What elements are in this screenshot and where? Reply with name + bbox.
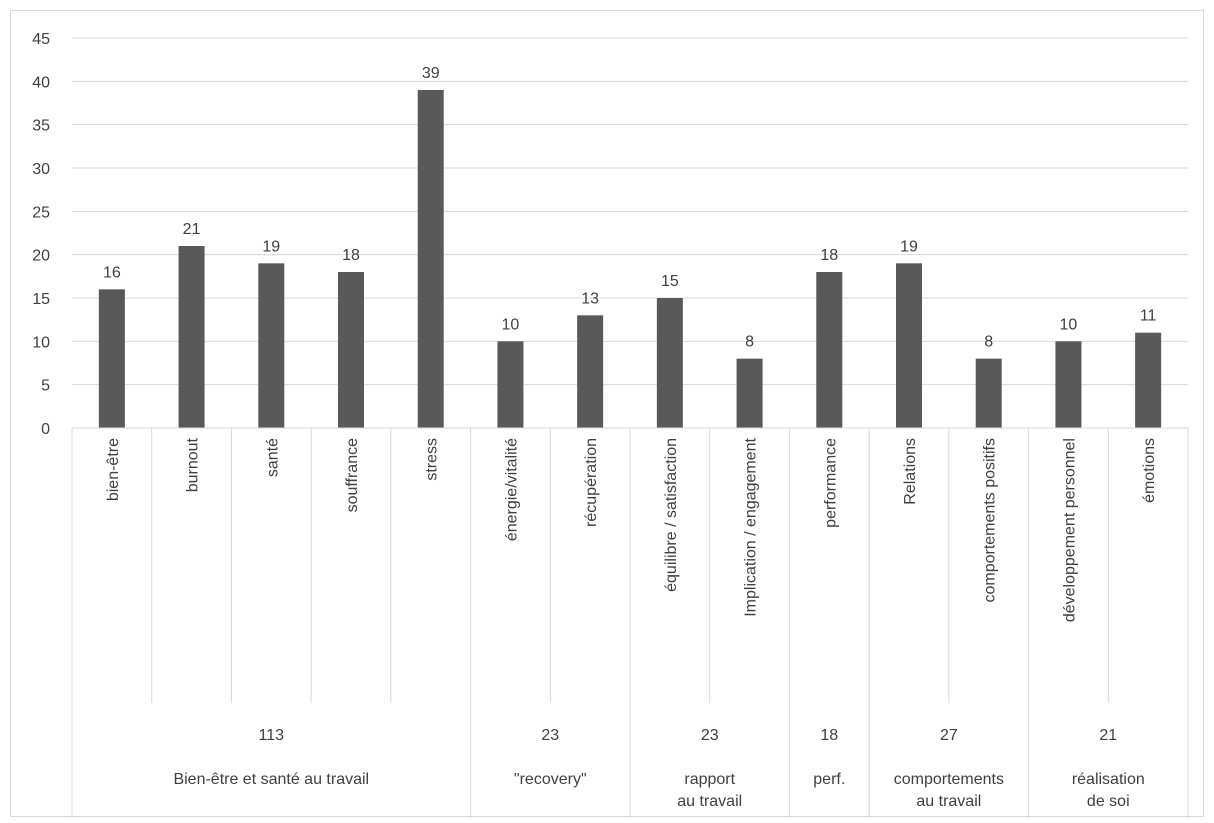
bar xyxy=(577,315,604,428)
group-total: 23 xyxy=(701,727,719,744)
data-label: 8 xyxy=(984,334,993,351)
bar xyxy=(258,263,285,428)
group-label: de soi xyxy=(1087,793,1130,810)
category-label: souffrance xyxy=(344,438,361,513)
category-label: récupération xyxy=(583,438,600,527)
y-tick-label: 5 xyxy=(41,378,50,395)
group-label: perf. xyxy=(813,771,845,788)
category-label: énergie/vitalité xyxy=(503,438,520,541)
bar xyxy=(975,358,1002,428)
data-label: 10 xyxy=(1060,316,1078,333)
data-label: 11 xyxy=(1140,308,1157,325)
category-label: performance xyxy=(822,438,839,528)
y-tick-label: 25 xyxy=(32,204,50,221)
bar xyxy=(1135,332,1162,428)
bar xyxy=(497,341,524,428)
y-tick-label: 40 xyxy=(32,74,50,91)
bar xyxy=(1055,341,1082,428)
y-tick-label: 0 xyxy=(41,421,50,438)
category-label: burnout xyxy=(185,437,202,492)
y-tick-label: 20 xyxy=(32,248,50,265)
category-label: équilibre / satisfaction xyxy=(663,438,680,592)
group-label: Bien-être et santé au travail xyxy=(173,771,369,788)
bar xyxy=(896,263,922,428)
category-label: santé xyxy=(264,438,281,477)
bar xyxy=(736,358,763,428)
category-label: développement personnel xyxy=(1061,438,1078,622)
data-label: 15 xyxy=(661,273,679,290)
y-tick-label: 45 xyxy=(32,31,50,48)
y-tick-label: 15 xyxy=(32,291,50,308)
data-label: 13 xyxy=(581,290,599,307)
group-label: comportements xyxy=(894,771,1004,788)
group-total: 18 xyxy=(820,727,838,744)
group-label: rapport xyxy=(684,771,735,788)
bar xyxy=(98,289,125,428)
y-axis-ticks: 0 5 10 15 20 25 30 35 40 45 xyxy=(32,31,50,438)
group-total: 27 xyxy=(940,727,958,744)
category-label: Implication / engagement xyxy=(743,437,760,616)
bar xyxy=(338,272,364,428)
category-label: Relations xyxy=(902,438,919,505)
data-label: 16 xyxy=(103,264,121,281)
chart-border xyxy=(10,10,1204,817)
group-label: au travail xyxy=(677,793,742,810)
data-labels: 16 21 19 18 39 10 13 15 8 18 19 8 10 11 xyxy=(103,65,1157,351)
category-label: comportements positifs xyxy=(982,438,999,603)
bar xyxy=(178,246,205,428)
bar xyxy=(417,90,444,428)
group-label: réalisation xyxy=(1072,771,1145,788)
data-label: 19 xyxy=(262,238,280,255)
data-label: 18 xyxy=(820,247,838,264)
data-label: 18 xyxy=(342,247,360,264)
grid-lines xyxy=(72,37,1188,429)
bars xyxy=(98,90,1162,428)
group-label: "recovery" xyxy=(514,771,587,788)
data-label: 8 xyxy=(745,334,754,351)
data-label: 19 xyxy=(900,238,918,255)
category-axis: bien-être burnout santé souffrance stress éne… xyxy=(71,427,1189,818)
y-tick-label: 35 xyxy=(32,118,50,135)
y-tick-label: 30 xyxy=(32,161,50,178)
category-label: émotions xyxy=(1141,438,1158,503)
y-tick-label: 10 xyxy=(32,334,50,351)
bar xyxy=(816,272,843,428)
category-label: stress xyxy=(424,438,441,481)
bar xyxy=(656,298,683,428)
data-label: 39 xyxy=(422,65,440,82)
data-label: 10 xyxy=(502,316,520,333)
data-label: 21 xyxy=(183,221,201,238)
category-label: bien-être xyxy=(105,438,122,501)
group-total: 23 xyxy=(541,727,559,744)
group-total: 113 xyxy=(259,727,285,744)
group-label: au travail xyxy=(916,793,981,810)
group-total: 21 xyxy=(1099,727,1117,744)
